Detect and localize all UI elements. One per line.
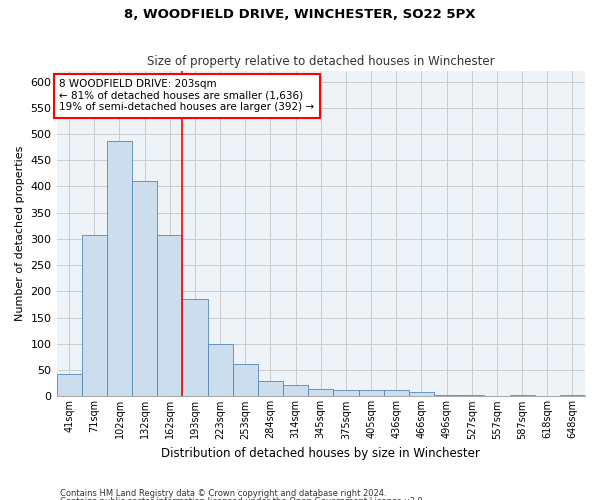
Bar [434,395,459,396]
Bar [157,235,182,396]
Bar [82,235,107,396]
Bar [182,300,208,396]
Bar [560,395,585,396]
Bar [409,392,434,396]
Bar [208,344,233,397]
Text: Contains public sector information licensed under the Open Government Licence v3: Contains public sector information licen… [60,498,425,500]
Y-axis label: Number of detached properties: Number of detached properties [15,146,25,322]
Text: Contains HM Land Registry data © Crown copyright and database right 2024.: Contains HM Land Registry data © Crown c… [60,488,386,498]
Bar [132,181,157,396]
Bar [459,395,484,396]
Bar [308,389,334,396]
Bar [258,380,283,396]
X-axis label: Distribution of detached houses by size in Winchester: Distribution of detached houses by size … [161,447,480,460]
Bar [107,141,132,397]
Bar [56,374,82,396]
Text: 8 WOODFIELD DRIVE: 203sqm
← 81% of detached houses are smaller (1,636)
19% of se: 8 WOODFIELD DRIVE: 203sqm ← 81% of detac… [59,79,314,112]
Bar [334,390,359,396]
Bar [283,385,308,396]
Title: Size of property relative to detached houses in Winchester: Size of property relative to detached ho… [147,56,494,68]
Bar [233,364,258,396]
Text: 8, WOODFIELD DRIVE, WINCHESTER, SO22 5PX: 8, WOODFIELD DRIVE, WINCHESTER, SO22 5PX [124,8,476,20]
Bar [359,390,383,396]
Bar [383,390,409,396]
